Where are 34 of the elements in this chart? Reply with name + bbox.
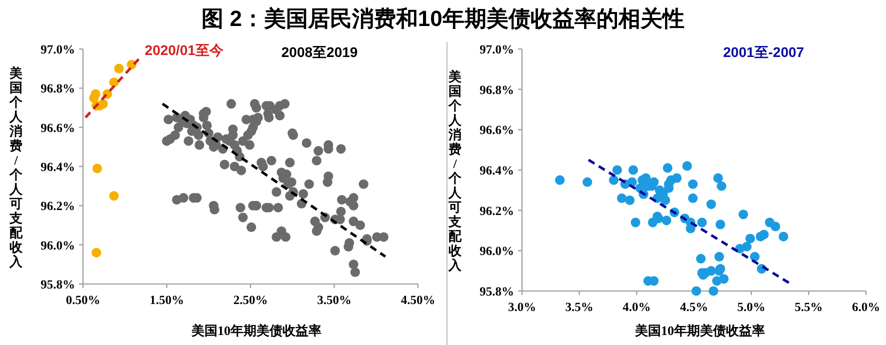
x-tick-label: 2.50%: [233, 293, 268, 307]
x-tick-label: 3.0%: [508, 300, 536, 314]
y-tick-label: 96.4%: [480, 164, 514, 178]
y-tick-label: 96.2%: [480, 204, 514, 218]
text: 美国个人消费/个人可支配收入: [448, 68, 462, 272]
x-tick-label: 4.50%: [400, 293, 436, 307]
x-tick-label: 5.5%: [794, 300, 823, 314]
y-tick-label: 96.6%: [480, 123, 514, 138]
x-tick-label: 3.50%: [317, 293, 352, 307]
x-tick-label: 5.0%: [737, 300, 766, 314]
y-tick-label: 96.4%: [40, 160, 75, 174]
chart-title: 图 2：美国居民消费和10年期美债收益率的相关性: [202, 6, 684, 31]
y-tick-label: 95.8%: [480, 284, 514, 298]
text: 2008至2019: [281, 44, 358, 60]
text: 美国个人消费/个人可支配收入: [10, 65, 22, 269]
y-tick-label: 97.0%: [40, 42, 75, 56]
series-label: 2020/01至今: [144, 42, 224, 58]
x-tick-label: 6.0%: [852, 300, 880, 314]
x-tick-label: 4.0%: [622, 300, 651, 314]
text: 2001至-2007: [723, 44, 804, 60]
x-axis-title: 美国10年期美债收益率: [190, 323, 322, 338]
y-tick-label: 95.8%: [40, 278, 75, 292]
x-tick-label: 0.50%: [66, 293, 100, 307]
y-tick-label: 96.0%: [480, 244, 514, 258]
x-tick-label: 1.50%: [150, 293, 184, 307]
y-tick-label: 96.8%: [40, 82, 75, 96]
x-tick-label: 3.5%: [565, 300, 594, 314]
y-tick-label: 96.2%: [40, 199, 75, 214]
x-tick-label: 4.5%: [680, 300, 708, 314]
y-tick-label: 96.6%: [40, 120, 75, 135]
y-tick-label: 96.0%: [40, 238, 75, 252]
x-axis-title: 美国10年期美债收益率: [634, 323, 765, 338]
y-tick-label: 97.0%: [480, 42, 514, 56]
y-tick-label: 96.8%: [480, 82, 514, 97]
